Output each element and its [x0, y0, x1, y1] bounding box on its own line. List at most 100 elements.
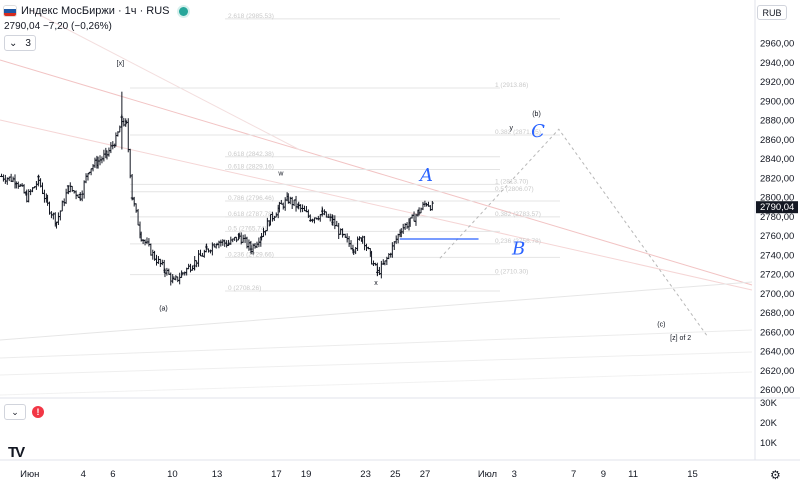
time-tick-label: 23: [360, 469, 371, 480]
quote-line: 2790,04 −7,20 (−0,26%): [4, 21, 112, 32]
time-tick-label: 11: [628, 469, 638, 480]
trend-lines: [0, 9, 753, 396]
fib-level-label: 1 (2913.86): [495, 82, 528, 89]
fibonacci-levels: 2.618 (2985.53) 1 (2913.86) 0.618 (2842.38…: [130, 13, 560, 292]
price-tick-label: 2640,00: [760, 347, 794, 358]
wave-label: [x]: [117, 61, 124, 68]
fib-level-label: 2.618 (2985.53): [228, 13, 274, 20]
fib-level-label: 0.236 (2729.66): [228, 251, 274, 258]
russia-flag-icon: [4, 6, 16, 16]
handwritten-wave-label: B: [511, 238, 525, 259]
price-tick-label: 2940,00: [760, 58, 794, 69]
trend-line: [0, 281, 753, 341]
price-tick-label: 2920,00: [760, 77, 794, 88]
wave-label: y: [509, 125, 513, 132]
grid-lines: [0, 0, 800, 461]
price-tick-label: 2760,00: [760, 231, 794, 242]
time-tick-label: 10: [167, 469, 178, 480]
handwritten-wave-label: A: [418, 165, 433, 186]
wave-label: (c): [657, 322, 665, 329]
trend-line: [29, 9, 301, 151]
symbol-title[interactable]: Индекс МосБиржи · 1ч · RUS: [21, 5, 170, 17]
fib-level-label: 0.618 (2787.78): [228, 211, 274, 218]
price-tick-label: 2680,00: [760, 308, 794, 319]
time-tick-label: 9: [601, 469, 606, 480]
wave-label: (a): [159, 305, 168, 312]
time-tick-label: 6: [110, 469, 115, 480]
price-tick-label: 2800,00: [760, 193, 794, 204]
fib-level-label: 0.618 (2829.16): [228, 164, 274, 171]
price-tick-label: 2840,00: [760, 154, 794, 165]
indicators-toggle-button[interactable]: ⌄ 3: [4, 35, 36, 51]
volume-tick-label: 30K: [760, 398, 778, 409]
fib-level-label: 0.382 (2783.57): [495, 211, 541, 218]
current-price-label: 2790,04: [760, 202, 794, 213]
drawings: [x] w (a) x (b) y (c) [z] of 2 A C B: [117, 61, 708, 342]
symbol-header[interactable]: Индекс МосБиржи · 1ч · RUS: [4, 4, 188, 18]
fib-level-label: 0.618 (2842.38): [228, 151, 274, 158]
time-axis: Июн 4 6 10 13 17 19 23 25 27 Июл 3 7 9 11 15: [20, 469, 698, 480]
currency-selector[interactable]: RUB: [757, 5, 787, 20]
price-tick-label: 2780,00: [760, 212, 794, 223]
chevron-down-icon: ⌄: [9, 37, 18, 49]
price-tick-label: 2860,00: [760, 135, 794, 146]
time-tick-label: 25: [390, 469, 401, 480]
wave-projection-path: [439, 128, 708, 337]
fib-level-label: 0.5 (2806.07): [495, 186, 534, 193]
trend-line: [0, 371, 753, 396]
fib-level-label: 0.5 (2765.74): [228, 225, 267, 232]
trend-line: [0, 59, 753, 286]
trend-line: [0, 351, 753, 376]
price-tick-label: 2880,00: [760, 116, 794, 127]
fib-level-label: 0 (2708.26): [228, 285, 261, 292]
time-tick-label: 13: [212, 469, 223, 480]
last-price: 2790,04: [4, 21, 41, 32]
price-tick-label: 2960,00: [760, 39, 794, 50]
trend-line: [0, 329, 753, 359]
time-tick-label: Июл: [478, 469, 497, 480]
volume-tick-label: 10K: [760, 438, 778, 449]
price-tick-label: 2600,00: [760, 385, 794, 396]
volume-collapse-button[interactable]: ⌄: [4, 404, 26, 420]
current-price-marker: [756, 201, 798, 214]
price-tick-label: 2740,00: [760, 250, 794, 261]
gear-icon[interactable]: ⚙: [770, 468, 781, 482]
tradingview-logo[interactable]: TV: [8, 444, 25, 461]
candlestick-series: [0, 91, 434, 286]
time-tick-label: 15: [687, 469, 698, 480]
time-tick-label: 19: [301, 469, 312, 480]
volume-pane-controls: ⌄ !: [4, 404, 44, 420]
wave-label: [z] of 2: [670, 335, 691, 342]
time-tick-label: 3: [512, 469, 517, 480]
wave-label: w: [277, 170, 284, 177]
time-tick-label: 17: [271, 469, 282, 480]
wave-label: x: [374, 280, 378, 287]
fib-level-label: 0.236 (2756.78): [495, 238, 541, 245]
time-tick-label: Июн: [20, 469, 39, 480]
chevron-down-icon: ⌄: [11, 406, 19, 417]
price-tick-label: 2820,00: [760, 173, 794, 184]
price-tick-label: 2620,00: [760, 366, 794, 377]
fib-level-label: 0.786 (2796.46): [228, 195, 274, 202]
fib-level-label: 1 (2813.70): [495, 178, 528, 185]
trend-line: [0, 119, 753, 291]
indicators-count: 3: [25, 37, 31, 49]
handwritten-wave-label: C: [531, 121, 545, 142]
time-tick-label: 4: [81, 469, 86, 480]
price-tick-label: 2700,00: [760, 289, 794, 300]
price-axis: 2600,00 2620,00 2640,00 2660,00 2680,00 2700,…: [756, 39, 798, 396]
price-tick-label: 2720,00: [760, 270, 794, 281]
fib-level-label: 0.382 (2871.55): [495, 129, 541, 136]
volume-tick-label: 20K: [760, 418, 778, 429]
price-change: −7,20 (−0,26%): [42, 21, 112, 32]
warning-icon[interactable]: !: [32, 406, 44, 418]
fib-level-label: 0 (2710.30): [495, 269, 528, 276]
wave-label: (b): [532, 111, 541, 118]
time-tick-label: 27: [420, 469, 431, 480]
time-tick-label: 7: [571, 469, 576, 480]
price-tick-label: 2660,00: [760, 327, 794, 338]
price-tick-label: 2900,00: [760, 96, 794, 107]
market-open-dot-icon[interactable]: [178, 6, 188, 16]
volume-axis: 30K 20K 10K: [760, 398, 778, 449]
